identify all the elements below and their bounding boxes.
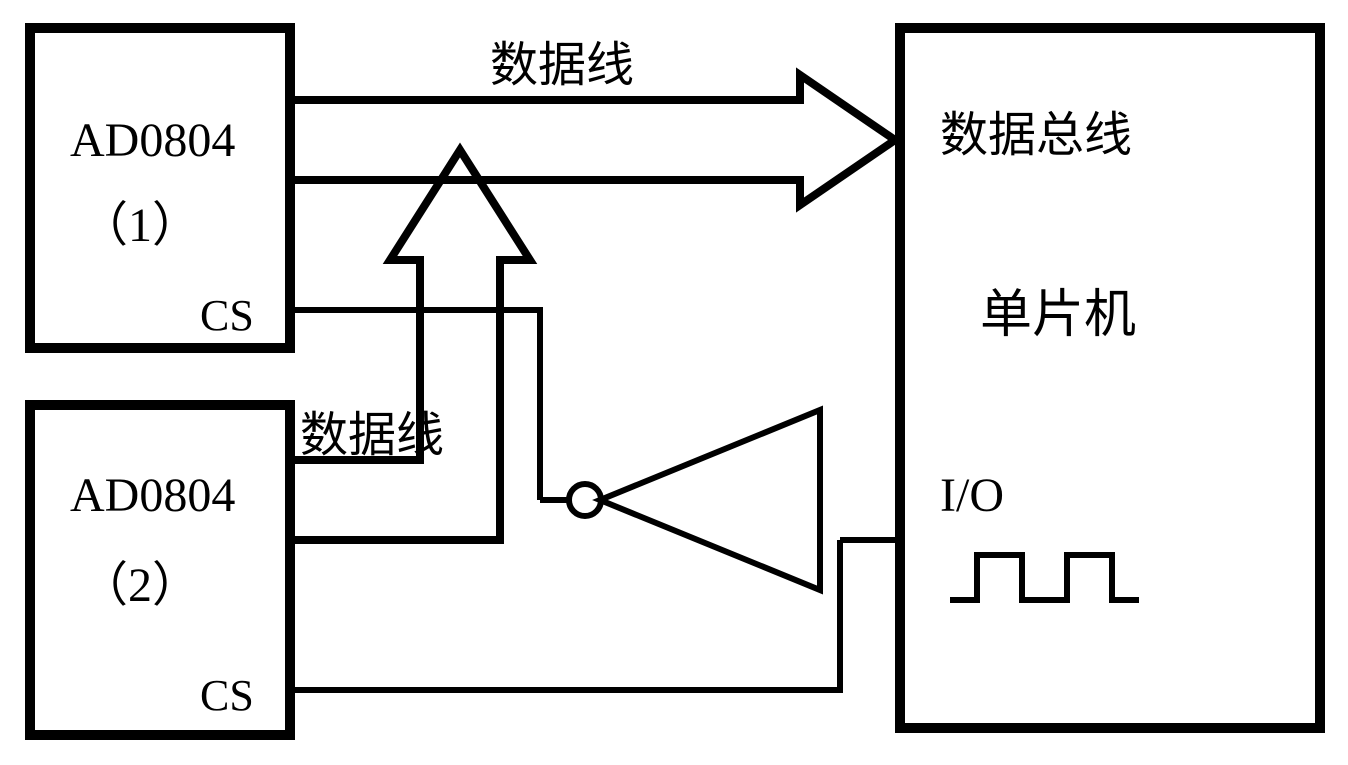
pulse-waveform [950, 555, 1139, 600]
label-data_bus: 数据总线 [940, 109, 1132, 162]
inverter-triangle [600, 410, 820, 590]
label-io: I/O [940, 469, 1004, 522]
label-data_line_top: 数据线 [490, 39, 634, 92]
label-adc1_name: AD0804 [70, 114, 235, 167]
label-adc1_idx: （1） [80, 199, 200, 252]
label-adc1_cs: CS [200, 291, 254, 340]
label-adc2_name: AD0804 [70, 469, 235, 522]
label-adc2_idx: （2） [80, 559, 200, 612]
data-bus-arrow-bottom [290, 150, 530, 540]
data-bus-arrow-top [290, 75, 895, 205]
label-mcu_name: 单片机 [980, 287, 1136, 344]
label-data_line_bottom: 数据线 [300, 409, 444, 462]
label-adc2_cs: CS [200, 671, 254, 720]
